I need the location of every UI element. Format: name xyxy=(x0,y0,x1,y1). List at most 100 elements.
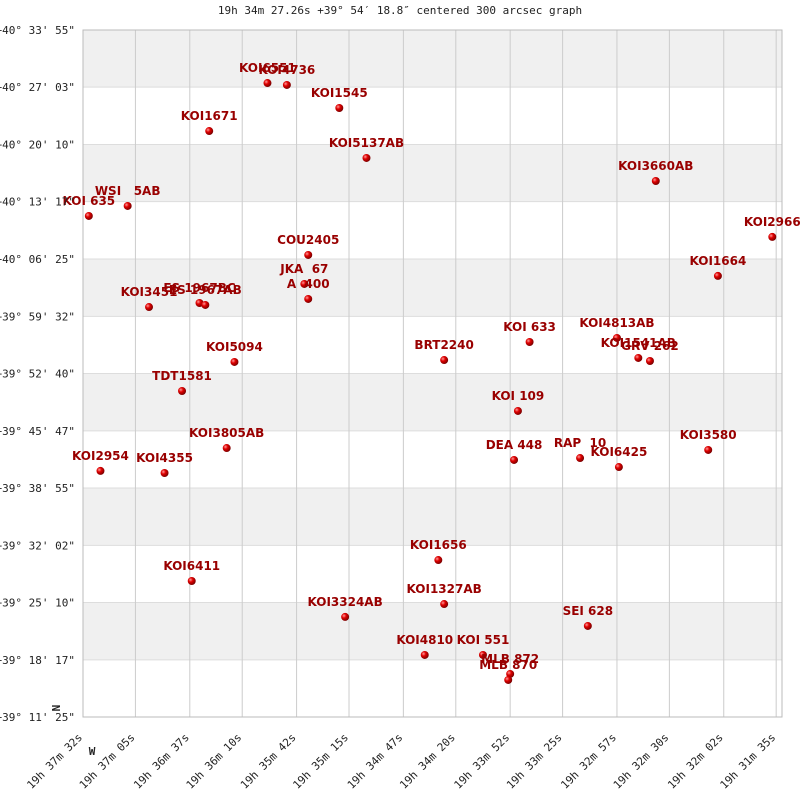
star xyxy=(96,466,105,475)
star-label: KOI1545 xyxy=(311,86,368,100)
star-label: KOI3660AB xyxy=(618,159,693,173)
star xyxy=(84,211,93,220)
star-label: KOI 551 xyxy=(457,633,510,647)
star xyxy=(282,80,291,89)
y-tick-label: +39° 38' 55" xyxy=(0,482,75,495)
bands xyxy=(83,30,782,660)
star xyxy=(304,250,313,259)
star xyxy=(300,279,309,288)
star-label: KOI 635 xyxy=(62,194,115,208)
y-tick-label: +39° 25' 10" xyxy=(0,597,75,610)
x-tick-label: 19h 31m 35s xyxy=(718,731,779,792)
star xyxy=(768,232,777,241)
west-label: W xyxy=(89,745,96,758)
band xyxy=(83,488,782,546)
star-label: MLB 870 xyxy=(479,658,537,672)
star xyxy=(651,177,660,186)
star-label: KOI 633 xyxy=(503,320,556,334)
y-tick-label: +40° 06' 25" xyxy=(0,253,75,266)
y-tick-label: +39° 32' 02" xyxy=(0,539,75,552)
star xyxy=(201,300,210,309)
star xyxy=(525,337,534,346)
star-label: MLB 872 xyxy=(481,652,539,666)
star-label: KOI4355 xyxy=(136,451,193,465)
star xyxy=(187,576,196,585)
x-tick-label: 19h 37m 05s xyxy=(77,731,138,792)
star-label: KOI4813AB xyxy=(579,316,654,330)
star-label: JKA 67 xyxy=(279,262,328,276)
star xyxy=(205,127,214,136)
star-label: KOI6425 xyxy=(590,445,647,459)
star-label: GRV 262 xyxy=(621,339,679,353)
star-label: COU2405 xyxy=(277,233,339,247)
y-tick-label: +40° 20' 10" xyxy=(0,139,75,152)
star-label: KOI6411 xyxy=(163,559,220,573)
y-tick-label: +39° 18' 17" xyxy=(0,654,75,667)
star-label: TDT1581 xyxy=(152,369,212,383)
star xyxy=(440,600,449,609)
star xyxy=(576,454,585,463)
star-label: KOI6551 xyxy=(239,61,296,75)
star xyxy=(645,357,654,366)
star xyxy=(335,103,344,112)
star-label: KOI4736 xyxy=(258,63,315,77)
y-tick-label: +39° 52' 40" xyxy=(0,368,75,381)
star-label: KOI1671 xyxy=(181,109,238,123)
y-tick-label: +39° 11' 25" xyxy=(0,711,75,724)
star-label: RAP 10 xyxy=(554,436,606,450)
star xyxy=(713,271,722,280)
y-tick-label: +40° 33' 55" xyxy=(0,24,75,37)
x-tick-label: 19h 32m 30s xyxy=(611,731,672,792)
x-tick-label: 19h 36m 10s xyxy=(184,731,245,792)
star xyxy=(160,469,169,478)
star xyxy=(513,406,522,415)
star xyxy=(614,463,623,472)
star-label: KOI3451 xyxy=(121,285,178,299)
band xyxy=(83,373,782,431)
band xyxy=(83,30,782,88)
star-label: BRT2240 xyxy=(414,338,473,352)
star xyxy=(420,650,429,659)
star xyxy=(341,612,350,621)
star-label: KOI5094 xyxy=(206,340,263,354)
star xyxy=(478,650,487,659)
chart-title: 19h 34m 27.26s +39° 54′ 18.8″ centered 3… xyxy=(218,4,582,17)
star xyxy=(510,455,519,464)
star-label: A 400 xyxy=(287,277,330,291)
star xyxy=(263,79,272,88)
star-label: WSI 5AB xyxy=(95,184,161,198)
star xyxy=(145,303,154,312)
star xyxy=(704,445,713,454)
star xyxy=(634,353,643,362)
star-label: KOI1656 xyxy=(410,538,467,552)
band xyxy=(83,144,782,202)
star-label: KOI1664 xyxy=(690,254,747,268)
star xyxy=(123,201,132,210)
y-tick-label: +40° 13' 17" xyxy=(0,196,75,209)
x-tick-label: 19h 35m 15s xyxy=(290,731,351,792)
plot-frame xyxy=(82,29,783,718)
star-label: ES 1967BC xyxy=(163,281,236,295)
star xyxy=(504,675,513,684)
star-label: KOI1541AB xyxy=(601,336,676,350)
star-label: DEA 448 xyxy=(486,438,543,452)
star xyxy=(583,621,592,630)
y-tick-label: +39° 59' 32" xyxy=(0,310,75,323)
x-tick-label: 19h 34m 20s xyxy=(397,731,458,792)
star xyxy=(222,444,231,453)
star xyxy=(178,386,187,395)
star-label: KOI3324AB xyxy=(307,595,382,609)
star-label: KOI 109 xyxy=(492,389,545,403)
star-label: ES 1967AB xyxy=(169,283,242,297)
band xyxy=(83,602,782,660)
star-label: KOI1327AB xyxy=(407,582,482,596)
star xyxy=(440,356,449,365)
star xyxy=(612,333,621,342)
star xyxy=(362,153,371,162)
star-label: KOI3805AB xyxy=(189,426,264,440)
north-label: N xyxy=(50,705,63,712)
star xyxy=(304,294,313,303)
star-label: KOI2966 xyxy=(744,215,800,229)
